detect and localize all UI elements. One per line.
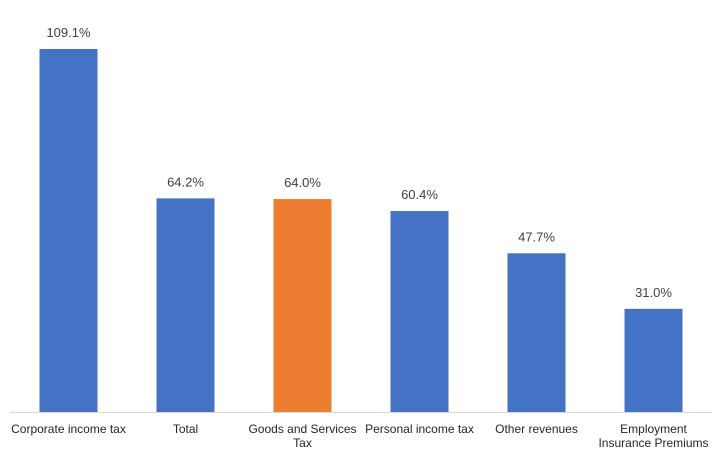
bar	[273, 199, 332, 412]
data-label: 31.0%	[635, 285, 672, 300]
x-tick-label: Goods and Services Tax	[248, 422, 356, 450]
data-label: 47.7%	[518, 229, 555, 244]
x-tick-label: Total	[173, 422, 198, 436]
x-tick-label: Other revenues	[495, 422, 578, 436]
data-label: 64.0%	[284, 175, 321, 190]
bar	[156, 198, 215, 412]
bar	[624, 308, 683, 412]
x-tick-label: Employment Insurance Premiums	[598, 422, 708, 450]
bar	[507, 253, 566, 412]
data-label: 64.2%	[167, 174, 204, 189]
x-tick-label: Personal income tax	[365, 422, 474, 436]
x-tick-label: Corporate income tax	[11, 422, 126, 436]
data-label: 60.4%	[401, 187, 438, 202]
data-label: 109.1%	[46, 25, 91, 40]
bar	[390, 211, 449, 412]
bar	[39, 49, 98, 412]
